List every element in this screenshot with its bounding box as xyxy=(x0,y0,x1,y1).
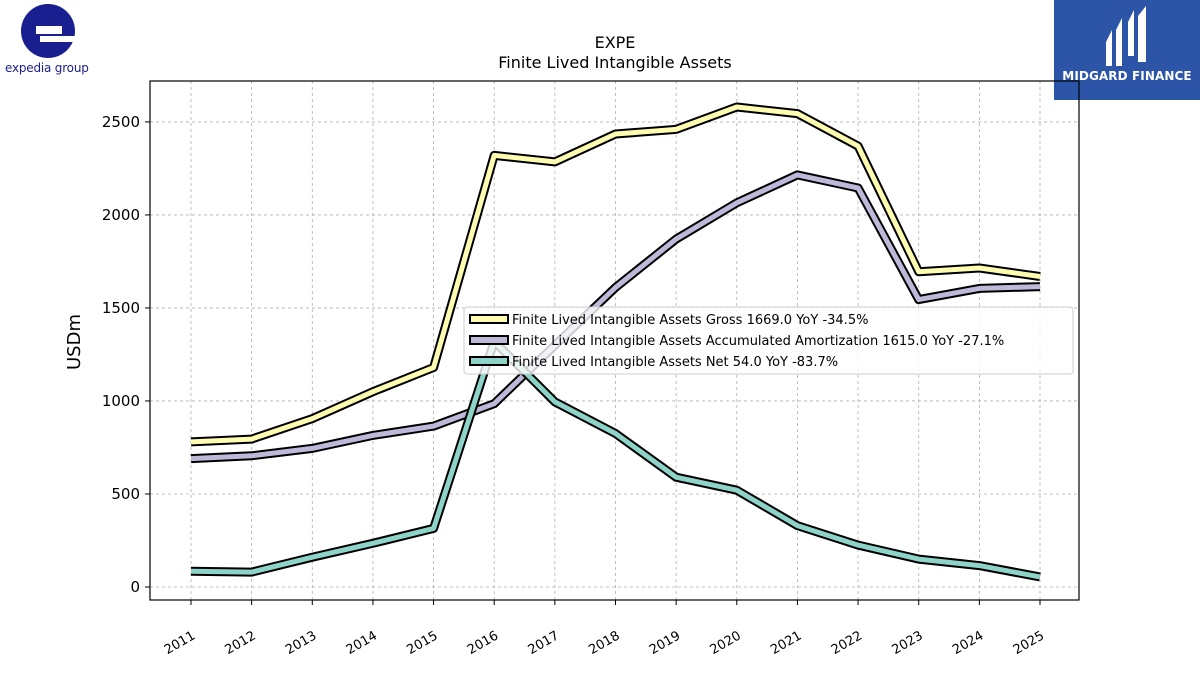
x-tick-label: 2025 xyxy=(1011,628,1047,658)
legend: Finite Lived Intangible Assets Gross 166… xyxy=(463,306,1074,375)
expedia-e-logo-icon xyxy=(21,4,75,58)
x-tick-label: 2011 xyxy=(162,628,198,658)
x-tick-label: 2021 xyxy=(768,628,804,658)
midgard-finance-wordmark: MIDGARD FINANCE xyxy=(1062,69,1192,83)
x-tick-label: 2016 xyxy=(465,628,501,658)
legend-swatch xyxy=(469,356,509,366)
y-tick-label: 2500 xyxy=(102,113,140,131)
plot-lines xyxy=(190,102,1041,582)
y-tick-label: 1000 xyxy=(102,392,140,410)
y-tick-label: 0 xyxy=(130,578,140,596)
midgard-finance-logo: MIDGARD FINANCE xyxy=(1054,0,1200,100)
legend-box xyxy=(463,306,1074,375)
expedia-group-wordmark: expedia group xyxy=(5,61,89,75)
y-tick-label: 1500 xyxy=(102,299,140,317)
series-line-1 xyxy=(190,104,1041,445)
chart-title: EXPE xyxy=(595,33,636,52)
x-tick-label: 2020 xyxy=(708,628,744,658)
chart-subtitle: Finite Lived Intangible Assets xyxy=(498,53,731,72)
x-tick-label: 2012 xyxy=(222,628,258,658)
x-tick-label: 2019 xyxy=(647,628,683,658)
x-tick-label: 2023 xyxy=(890,628,926,658)
legend-swatch xyxy=(469,314,509,324)
y-axis-label: USDm xyxy=(64,314,85,370)
legend-label: Finite Lived Intangible Assets Gross 166… xyxy=(512,313,868,328)
series-line-2 xyxy=(190,172,1041,462)
y-axis: 0 500 1000 1500 2000 2500 xyxy=(102,113,150,596)
series-line-3 xyxy=(190,338,1041,580)
x-tick-label: 2017 xyxy=(526,628,562,658)
y-tick-label: 2000 xyxy=(102,206,140,224)
x-tick-label: 2013 xyxy=(283,628,319,658)
plot-frame xyxy=(149,80,1080,601)
legend-swatch xyxy=(469,335,509,345)
x-tick-label: 2018 xyxy=(586,628,622,658)
x-tick-label: 2015 xyxy=(404,628,440,658)
x-tick-label: 2022 xyxy=(829,628,865,658)
x-tick-label: 2024 xyxy=(950,628,986,658)
legend-label: Finite Lived Intangible Assets Accumulat… xyxy=(512,334,1004,349)
legend-label: Finite Lived Intangible Assets Net 54.0 … xyxy=(512,355,838,370)
x-tick-label: 2014 xyxy=(344,628,380,658)
x-axis: 2011 2012 2013 2014 2015 2016 2017 2018 2019 2020… xyxy=(162,600,1047,658)
expedia-group-logo: expedia group xyxy=(0,0,100,80)
y-tick-label: 500 xyxy=(111,485,140,503)
midgard-mark-icon xyxy=(1106,6,1146,66)
